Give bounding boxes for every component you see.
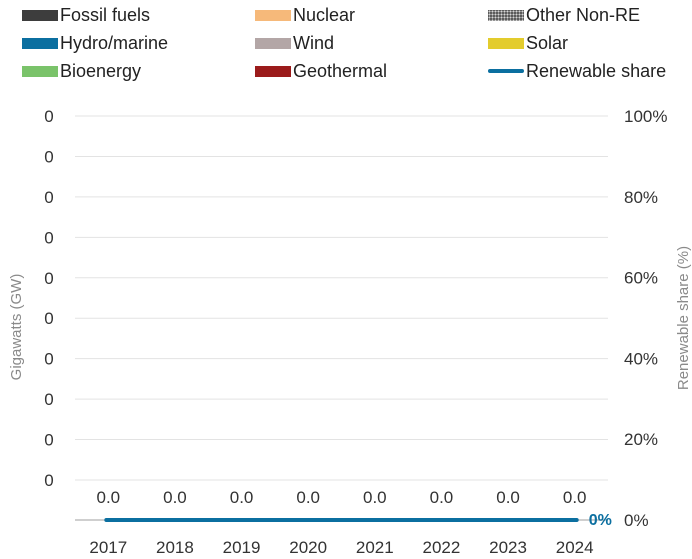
legend-swatch bbox=[488, 9, 524, 21]
y-left-tick-label: 0 bbox=[44, 188, 53, 207]
bar-total-label: 0.0 bbox=[96, 488, 120, 507]
y-right-tick-label: 20% bbox=[624, 430, 658, 449]
y-left-tick-label: 0 bbox=[44, 107, 53, 126]
y-right-tick-label: 80% bbox=[624, 188, 658, 207]
legend-swatch bbox=[22, 65, 58, 77]
x-tick-label: 2020 bbox=[289, 538, 327, 557]
bar-total-label: 0.0 bbox=[496, 488, 520, 507]
y-left-tick-label: 0 bbox=[44, 471, 53, 490]
bar-total-label: 0.0 bbox=[563, 488, 587, 507]
legend-item-wind: Wind bbox=[255, 32, 334, 54]
legend-label: Geothermal bbox=[293, 60, 388, 81]
renewable-share-end-label: 0% bbox=[589, 512, 612, 529]
x-tick-label: 2019 bbox=[223, 538, 261, 557]
legend-item-other-non-re: Other Non-RE bbox=[488, 4, 640, 26]
y-left-tick-label: 0 bbox=[44, 147, 53, 166]
legend-label: Other Non-RE bbox=[526, 4, 641, 25]
y-left-tick-label: 0 bbox=[44, 431, 53, 450]
legend-swatch bbox=[488, 69, 524, 73]
y-right-tick-label: 60% bbox=[624, 269, 658, 288]
y-right-tick-label: 0% bbox=[624, 511, 649, 530]
legend-label: Hydro/marine bbox=[60, 32, 169, 53]
legend-item-renewable-share: Renewable share bbox=[488, 60, 666, 82]
legend-label: Fossil fuels bbox=[60, 4, 151, 25]
y-right-tick-label: 100% bbox=[624, 107, 667, 126]
bar-total-label: 0.0 bbox=[363, 488, 387, 507]
bar-total-label: 0.0 bbox=[430, 488, 454, 507]
legend-label: Solar bbox=[526, 32, 569, 53]
y-left-tick-label: 0 bbox=[44, 269, 53, 288]
y-left-tick-label: 0 bbox=[44, 228, 53, 247]
x-tick-label: 2021 bbox=[356, 538, 394, 557]
legend-label: Nuclear bbox=[293, 4, 356, 25]
y-left-tick-label: 0 bbox=[44, 350, 53, 369]
y-right-tick-label: 40% bbox=[624, 349, 658, 368]
legend-item-solar: Solar bbox=[488, 32, 568, 54]
y-axis-title-right: Renewable share (%) bbox=[675, 246, 692, 390]
legend-item-fossil-fuels: Fossil fuels bbox=[22, 4, 150, 26]
y-axis-title-left: Gigawatts (GW) bbox=[8, 274, 25, 381]
legend-swatch bbox=[255, 65, 291, 77]
legend-item-bioenergy: Bioenergy bbox=[22, 60, 141, 82]
x-tick-label: 2022 bbox=[423, 538, 461, 557]
legend-swatch bbox=[255, 9, 291, 21]
legend-swatch bbox=[255, 37, 291, 49]
legend-label: Wind bbox=[293, 32, 335, 53]
x-tick-label: 2017 bbox=[89, 538, 127, 557]
bar-total-label: 0.0 bbox=[230, 488, 254, 507]
legend-swatch bbox=[488, 37, 524, 49]
legend-item-geothermal: Geothermal bbox=[255, 60, 387, 82]
bar-total-label: 0.0 bbox=[163, 488, 187, 507]
legend-item-hydro-marine: Hydro/marine bbox=[22, 32, 168, 54]
x-tick-label: 2018 bbox=[156, 538, 194, 557]
chart-legend: Fossil fuels Nuclear Other Non-RE Hydro/mar… bbox=[22, 4, 692, 84]
bar-total-label: 0.0 bbox=[296, 488, 320, 507]
legend-swatch bbox=[22, 37, 58, 49]
x-tick-label: 2024 bbox=[556, 538, 594, 557]
y-left-tick-label: 0 bbox=[44, 309, 53, 328]
legend-label: Renewable share bbox=[526, 60, 667, 81]
legend-label: Bioenergy bbox=[60, 60, 142, 81]
legend-item-nuclear: Nuclear bbox=[255, 4, 355, 26]
legend-swatch bbox=[22, 9, 58, 21]
x-tick-label: 2023 bbox=[489, 538, 527, 557]
y-left-tick-label: 0 bbox=[44, 390, 53, 409]
